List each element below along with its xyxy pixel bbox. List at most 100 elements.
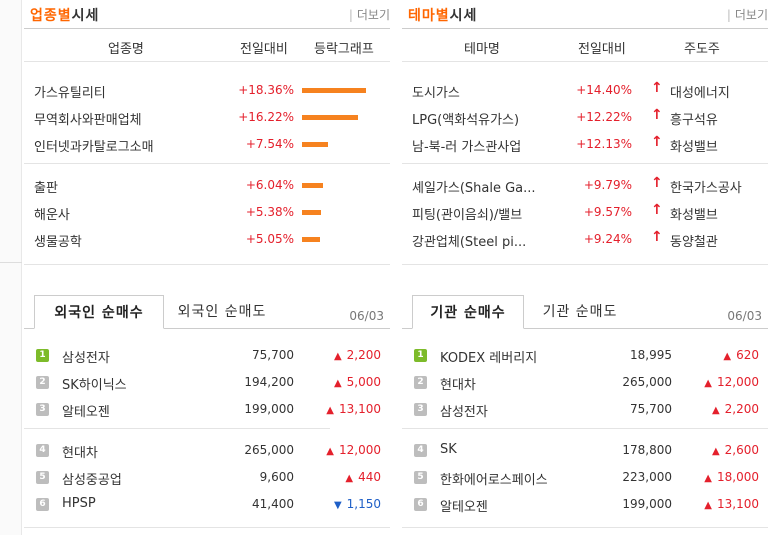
theme-name[interactable]: 강관업체(Steel pi... xyxy=(412,235,527,250)
sector-panel-header: 업종별시세 | 더보기 xyxy=(24,0,390,28)
theme-leader-stock[interactable]: 화성밸브 xyxy=(670,140,718,155)
up-triangle-icon: ▲ xyxy=(326,405,334,416)
theme-leader-stock[interactable]: 한국가스공사 xyxy=(670,181,742,196)
stock-change: ▲ 5,000 xyxy=(281,375,381,389)
sector-row[interactable]: 인터넷과카탈로그소매 +7.54% xyxy=(24,131,390,158)
stock-name[interactable]: SK하이닉스 xyxy=(62,378,127,393)
rank-badge: 6 xyxy=(36,498,49,511)
stock-change-value: 2,200 xyxy=(346,348,381,362)
tab-foreign-net-buy[interactable]: 외국인 순매수 xyxy=(34,295,164,329)
stock-name[interactable]: 알테오젠 xyxy=(440,500,488,515)
stock-name[interactable]: 현대차 xyxy=(440,378,476,393)
theme-row[interactable]: 도시가스 +14.40% ↑ 대성에너지 xyxy=(402,77,768,104)
ranking-row[interactable]: 3 삼성전자 75,700 ▲ 2,200 xyxy=(402,396,768,423)
tab-foreign-net-sell[interactable]: 외국인 순매도 xyxy=(177,304,267,320)
stock-price: 199,000 xyxy=(622,497,672,511)
ranking-row[interactable]: 3 알테오젠 199,000 ▲ 13,100 xyxy=(24,396,390,423)
ranking-row[interactable]: 4 현대차 265,000 ▲ 12,000 xyxy=(24,437,390,464)
sector-row[interactable]: 출판 +6.04% xyxy=(24,172,390,199)
ranking-row[interactable]: 4 SK 178,800 ▲ 2,600 xyxy=(402,437,768,464)
ranking-row[interactable]: 6 알테오젠 199,000 ▲ 13,100 xyxy=(402,491,768,518)
theme-name[interactable]: LPG(액화석유가스) xyxy=(412,113,520,128)
stock-name[interactable]: 현대차 xyxy=(62,446,98,461)
sector-change-bar xyxy=(302,183,323,188)
theme-title-rest: 시세 xyxy=(449,8,478,24)
down-triangle-icon: ▼ xyxy=(333,500,342,511)
sector-change-bar xyxy=(302,142,328,147)
up-triangle-icon: ▲ xyxy=(723,351,732,362)
theme-name[interactable]: 남-북-러 가스관사업 xyxy=(412,140,522,155)
ranking-row[interactable]: 2 SK하이닉스 194,200 ▲ 5,000 xyxy=(24,369,390,396)
ranking-row[interactable]: 6 HPSP 41,400 ▼ 1,150 xyxy=(24,491,390,518)
stock-price: 223,000 xyxy=(622,470,672,484)
stock-name[interactable]: KODEX 레버리지 xyxy=(440,351,538,366)
stock-name[interactable]: 삼성전자 xyxy=(62,351,110,366)
sector-col-name: 업종명 xyxy=(108,42,144,57)
theme-name[interactable]: 피팅(관이음쇠)/밸브 xyxy=(412,208,523,223)
sector-row[interactable]: 가스유틸리티 +18.36% xyxy=(24,77,390,104)
sector-more-link[interactable]: | 더보기 xyxy=(348,8,390,22)
theme-leader-stock[interactable]: 흥구석유 xyxy=(670,113,718,128)
theme-title-highlight: 테마별 xyxy=(408,8,450,24)
rank-badge: 3 xyxy=(36,403,49,416)
theme-panel-header: 테마별시세 | 더보기 xyxy=(402,0,768,28)
sector-name[interactable]: 생물공학 xyxy=(34,235,82,250)
theme-name[interactable]: 셰일가스(Shale Ga... xyxy=(412,181,536,196)
theme-leader-stock[interactable]: 대성에너지 xyxy=(670,86,730,101)
stock-name[interactable]: 한화에어로스페이스 xyxy=(440,473,548,488)
stock-change-value: 1,150 xyxy=(346,497,381,511)
ranking-row[interactable]: 1 KODEX 레버리지 18,995 ▲ 620 xyxy=(402,342,768,369)
sector-name[interactable]: 해운사 xyxy=(34,208,70,223)
ranking-row[interactable]: 5 한화에어로스페이스 223,000 ▲ 18,000 xyxy=(402,464,768,491)
stock-price: 75,700 xyxy=(630,402,672,416)
stock-change: ▲ 12,000 xyxy=(281,443,381,457)
stock-name[interactable]: SK xyxy=(440,442,457,457)
theme-row[interactable]: LPG(액화석유가스) +12.22% ↑ 흥구석유 xyxy=(402,104,768,131)
up-triangle-icon: ▲ xyxy=(326,446,334,457)
theme-name[interactable]: 도시가스 xyxy=(412,86,460,101)
stock-change-value: 2,600 xyxy=(724,443,759,457)
stock-change: ▲ 440 xyxy=(281,470,381,484)
theme-change: +14.40% xyxy=(576,83,632,97)
theme-row[interactable]: 피팅(관이음쇠)/밸브 +9.57% ↑ 화성밸브 xyxy=(402,199,768,226)
stock-name[interactable]: 삼성중공업 xyxy=(62,473,122,488)
sector-row[interactable]: 무역회사와판매업체 +16.22% xyxy=(24,104,390,131)
rank-badge: 5 xyxy=(36,471,49,484)
stock-change: ▲ 18,000 xyxy=(659,470,759,484)
stock-price: 178,800 xyxy=(622,443,672,457)
stock-name[interactable]: HPSP xyxy=(62,496,96,511)
sector-name[interactable]: 인터넷과카탈로그소매 xyxy=(34,140,154,155)
stock-name[interactable]: 삼성전자 xyxy=(440,405,488,420)
theme-leader-stock[interactable]: 동양철관 xyxy=(670,235,718,250)
sector-row[interactable]: 생물공학 +5.05% xyxy=(24,226,390,253)
up-triangle-icon: ▲ xyxy=(345,473,354,484)
tab-institution-net-sell[interactable]: 기관 순매도 xyxy=(542,304,618,320)
theme-more-link[interactable]: | 더보기 xyxy=(726,8,768,22)
sector-panel-title: 업종별시세 xyxy=(30,5,99,25)
theme-col-change: 전일대비 xyxy=(578,42,626,57)
sector-name[interactable]: 출판 xyxy=(34,181,58,196)
tab-institution-net-buy[interactable]: 기관 순매수 xyxy=(412,295,524,329)
ranking-row[interactable]: 5 삼성중공업 9,600 ▲ 440 xyxy=(24,464,390,491)
sector-row[interactable]: 해운사 +5.38% xyxy=(24,199,390,226)
stock-change: ▲ 2,200 xyxy=(281,348,381,362)
ranking-row[interactable]: 1 삼성전자 75,700 ▲ 2,200 xyxy=(24,342,390,369)
sector-name[interactable]: 가스유틸리티 xyxy=(34,86,106,101)
sector-name[interactable]: 무역회사와판매업체 xyxy=(34,113,142,128)
left-edge-strip xyxy=(0,0,22,535)
sector-col-change: 전일대비 xyxy=(240,42,288,57)
stock-change-value: 13,100 xyxy=(339,402,381,416)
theme-leader-stock[interactable]: 화성밸브 xyxy=(670,208,718,223)
theme-row[interactable]: 강관업체(Steel pi... +9.24% ↑ 동양철관 xyxy=(402,226,768,253)
foreign-date: 06/03 xyxy=(349,309,384,323)
stock-change: ▲ 2,200 xyxy=(659,402,759,416)
ranking-row[interactable]: 2 현대차 265,000 ▲ 12,000 xyxy=(402,369,768,396)
theme-row[interactable]: 셰일가스(Shale Ga... +9.79% ↑ 한국가스공사 xyxy=(402,172,768,199)
theme-row[interactable]: 남-북-러 가스관사업 +12.13% ↑ 화성밸브 xyxy=(402,131,768,158)
stock-change: ▲ 2,600 xyxy=(659,443,759,457)
stock-name[interactable]: 알테오젠 xyxy=(62,405,110,420)
sector-title-rest: 시세 xyxy=(71,8,100,24)
stock-price: 194,200 xyxy=(244,375,294,389)
sector-change: +6.04% xyxy=(245,178,294,192)
